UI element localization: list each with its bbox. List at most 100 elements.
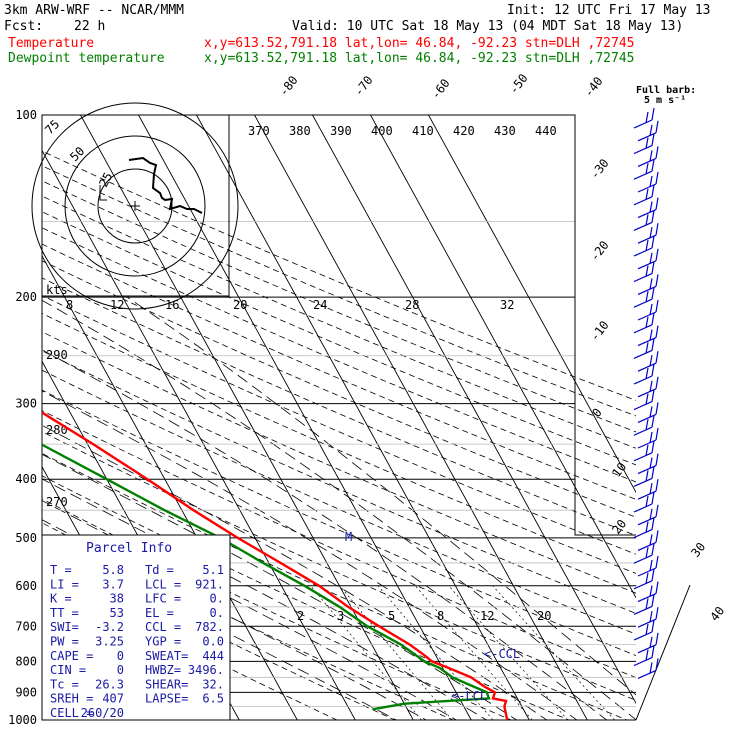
lcl-marker: <-LCL [451, 689, 487, 703]
wind-barb-staff [637, 567, 657, 577]
wind-barb-flag [651, 415, 655, 428]
wind-barb-flag [655, 402, 659, 415]
wind-barb-flag [651, 133, 655, 146]
wind-barb-staff [637, 183, 657, 193]
wind-barb-flag [655, 325, 659, 338]
wind-barb-flag [645, 470, 649, 482]
dry-adiabat-label: 420 [453, 124, 475, 138]
dry-adiabat [42, 227, 636, 483]
wind-barb-flag [651, 107, 655, 121]
wind-barb-flag [645, 419, 649, 431]
dewpoint-location: x,y=613.52,791.18 lat,lon= 46.84, -92.23… [204, 51, 634, 66]
mixing-ratio-line [377, 585, 494, 720]
wind-barb-flag [645, 393, 649, 405]
parcel-info-cell: CAPE = [50, 649, 93, 663]
isotherm-label: 10 [609, 460, 629, 480]
wind-barb-flag [655, 479, 659, 492]
moist-adiabat [42, 390, 578, 720]
wind-barb-flag [655, 453, 659, 466]
wind-barb-staff [637, 439, 657, 449]
parcel-info-cell: 0 [117, 663, 124, 677]
fcst-value: 22 h [74, 19, 105, 34]
parcel-info-cell: 5.8 [102, 563, 124, 577]
wind-barb-staff [637, 285, 657, 295]
wind-barb-flag [655, 171, 659, 185]
wind-barb-staff [633, 554, 653, 564]
parcel-info-cell: 3496. [188, 663, 224, 677]
dry-adiabat-label: 390 [330, 124, 352, 138]
dewpoint-legend: Dewpoint temperature [8, 51, 165, 66]
wind-barb-flag [651, 389, 655, 402]
parcel-info-cell: 782. [195, 620, 224, 634]
hodograph-ring-label-75: 75 [42, 117, 62, 137]
valid-time: Valid: 10 UTC Sat 18 May 13 (04 MDT Sat … [292, 19, 683, 34]
plot-frame [41, 114, 691, 721]
wind-barb-flag [645, 444, 649, 456]
moist-adiabat [42, 299, 636, 720]
dry-adiabat-label: 410 [412, 124, 434, 138]
wind-barb-flag [651, 466, 655, 479]
isotherm-label: -80 [276, 73, 300, 99]
wind-barb-flag [649, 534, 653, 546]
wind-barb-staff [637, 618, 657, 628]
wind-barb-flag [651, 184, 655, 197]
wind-barb-staff [637, 337, 657, 347]
wind-barb-flag [645, 623, 649, 636]
wind-barb-staff [633, 273, 653, 283]
mixing-ratio-line [415, 585, 533, 720]
wind-barb-staff [633, 631, 653, 641]
wind-barb-flag [645, 649, 649, 661]
parcel-info-cell: EL = [145, 606, 174, 620]
parcel-info-cell: 3.7 [102, 577, 124, 591]
isotherm-line [42, 254, 298, 720]
moist-adiabat [126, 296, 636, 696]
pressure-tick-500: 500 [15, 531, 37, 545]
isotherm-label: 0 [589, 406, 604, 420]
wind-barb-staff [637, 209, 657, 219]
dry-adiabat [42, 243, 636, 500]
wind-barb-flag [649, 329, 653, 341]
wind-barb-flag [655, 658, 659, 671]
parcel-info-cell: 0.0 [202, 635, 224, 649]
parcel-info-cell: 0. [210, 592, 224, 606]
parcel-info-cell: 32. [202, 677, 224, 691]
barb-legend-line1: Full barb: [636, 85, 696, 96]
dry-adiabat-label: 430 [494, 124, 516, 138]
wind-barb-staff [637, 516, 657, 526]
wind-barb-flag [649, 175, 653, 188]
wind-barb-flag [651, 645, 655, 658]
wind-barb-flag [655, 530, 659, 543]
mixing-ratio-label: 16 [165, 298, 179, 312]
wind-barb-flag [649, 380, 653, 392]
wind-barb-flag [651, 619, 655, 633]
parcel-info-cell: 3.25 [95, 635, 124, 649]
wind-barb-flag [655, 120, 659, 133]
parcel-info-title: Parcel Info [86, 541, 172, 556]
pressure-tick-700: 700 [15, 619, 37, 633]
parcel-info-cell: K = [50, 592, 72, 606]
wind-barb-flag [645, 239, 649, 252]
parcel-info-cell: CCL = [145, 620, 181, 634]
dry-adiabat-label: 370 [248, 124, 270, 138]
isotherm-line [138, 115, 472, 720]
wind-barb-flag [645, 188, 649, 200]
wind-barb-staff [637, 132, 657, 142]
wind-barb-flag [651, 517, 655, 530]
barb-legend-line2: 5 m s⁻¹ [644, 95, 686, 106]
wind-barb-flag [655, 299, 659, 313]
wind-barb-flag [655, 504, 659, 517]
wind-barb-staff [633, 298, 653, 308]
wind-barb-staff [633, 221, 653, 231]
wind-barb-flag [651, 440, 655, 453]
wind-barb-staff [637, 465, 657, 475]
wind-barb-flag [645, 163, 649, 175]
hodograph-axis-marker [99, 185, 107, 201]
wind-barb-staff [633, 657, 653, 667]
mixing-ratio-label-low: 20 [537, 609, 551, 623]
moist-adiabat [42, 478, 488, 720]
isotherm-line [254, 115, 588, 720]
m-marker: M [345, 530, 352, 544]
wind-barb-flag [645, 547, 649, 559]
dry-adiabat-label: 440 [535, 124, 557, 138]
